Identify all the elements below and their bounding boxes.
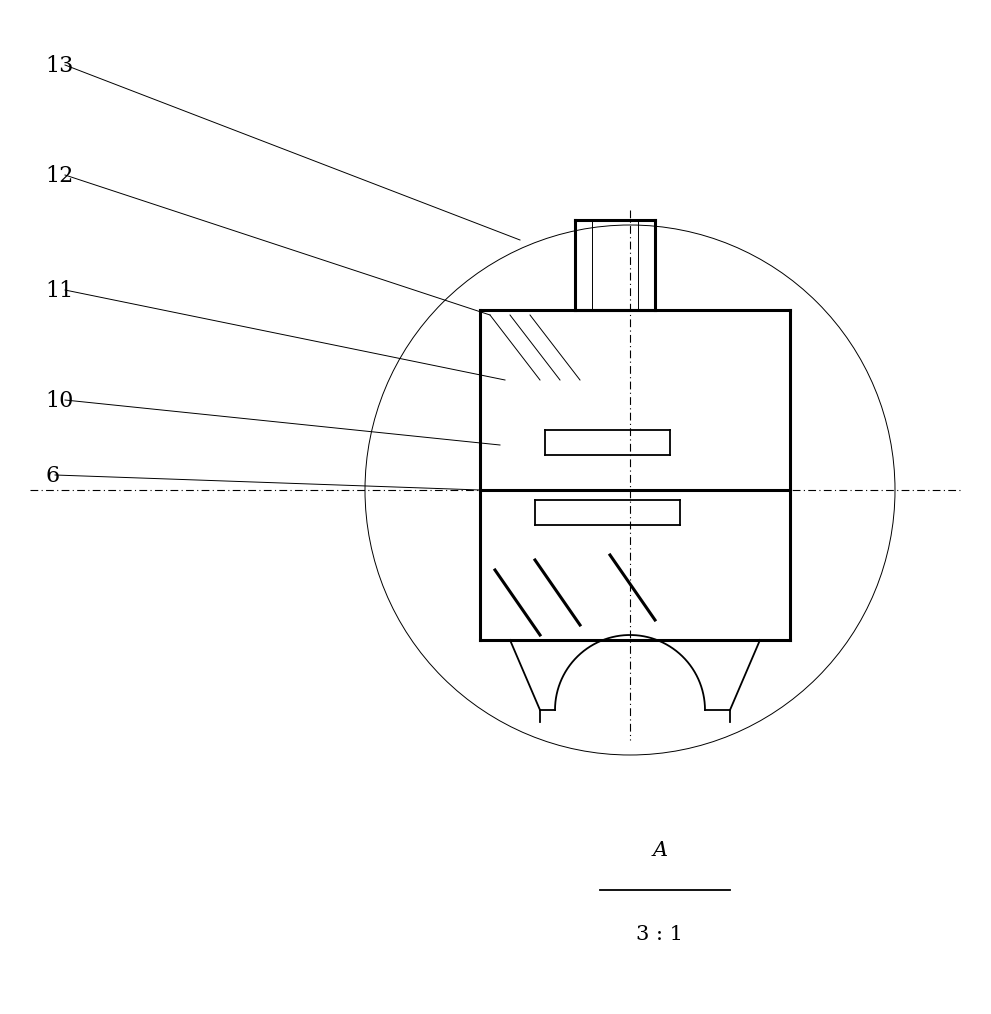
Text: 6: 6 [45,465,59,487]
Text: 3 : 1: 3 : 1 [636,926,684,944]
Text: A: A [652,841,668,860]
Text: 11: 11 [45,280,73,302]
Text: 12: 12 [45,165,73,187]
Text: 13: 13 [45,55,73,77]
Text: 10: 10 [45,390,73,412]
